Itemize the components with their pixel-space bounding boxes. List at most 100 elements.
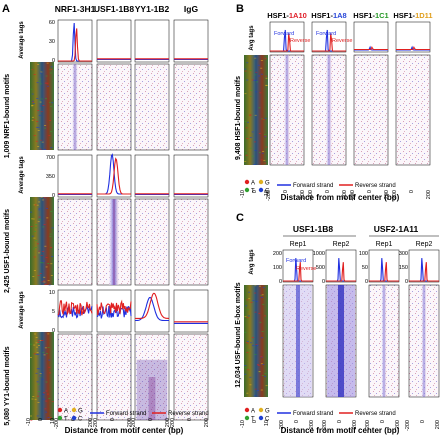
sequence-stripe — [260, 67, 263, 69]
sequence-stripe — [257, 364, 260, 366]
sequence-stripe — [258, 152, 261, 154]
sequence-stripe — [262, 287, 265, 289]
sequence-stripe — [255, 81, 258, 83]
group-header: USF2-1A11 — [374, 224, 419, 234]
heatmap — [134, 333, 170, 421]
sequence-stripe — [50, 275, 53, 276]
sequence-stripe — [39, 105, 42, 107]
sequence-stripe — [46, 85, 49, 87]
sequence-stripe — [46, 208, 49, 209]
legend-dot-c — [71, 415, 77, 421]
sequence-stripe — [37, 130, 40, 131]
sequence-stripe — [30, 88, 33, 90]
column-header: NRF1-3H1 — [55, 4, 96, 14]
legend-label-a: A — [251, 409, 255, 415]
sequence-stripe — [37, 275, 40, 276]
sequence-stripe — [252, 337, 255, 338]
legend-dot-a — [57, 407, 63, 413]
rep-label: Rep1 — [290, 241, 307, 248]
reverse-strand-line — [270, 33, 304, 52]
sequence-stripe — [50, 147, 53, 149]
sequence-stripe — [49, 372, 52, 374]
sequence-stripe — [260, 159, 263, 161]
sequence-stripe — [37, 383, 40, 385]
sequence-stripe — [49, 233, 52, 235]
ytick: 0 — [322, 279, 325, 285]
heatmap — [57, 198, 93, 286]
heatmap — [353, 54, 389, 166]
sequence-stripe — [45, 400, 48, 402]
sequence-stripe — [261, 375, 264, 376]
sequence-stripe — [31, 104, 34, 106]
legend-reverse-label: Reverse strand — [355, 411, 396, 417]
sequence-stripe — [36, 204, 39, 206]
legend-forward-label: Forward strand — [106, 411, 146, 417]
group-header: USF1-1B8 — [293, 224, 333, 234]
sequence-stripe — [252, 345, 255, 347]
heatmap-band — [109, 199, 119, 285]
forward-label: Forward — [274, 31, 294, 37]
sequence-stripe — [35, 224, 38, 225]
panel-c-xlabel: Distance from motif center (bp) — [281, 426, 400, 435]
legend-label-a: A — [64, 409, 68, 415]
column-header-suffix: 1C1 — [375, 11, 389, 20]
heat-x-tick: 0 — [367, 190, 373, 193]
sequence-stripe — [30, 419, 33, 421]
sequence-stripe — [260, 60, 263, 61]
column-header: USF1-1B8 — [94, 4, 134, 14]
sequence-stripe — [51, 401, 54, 403]
sequence-stripe — [254, 388, 257, 390]
heatmap — [173, 63, 209, 151]
sequence-stripe — [265, 146, 268, 148]
sequence-stripe — [254, 285, 257, 287]
sequence-stripe — [30, 415, 33, 417]
sequence-stripe — [248, 298, 251, 300]
sequence-stripe — [36, 368, 39, 370]
sequence-stripe — [37, 402, 40, 403]
column-header: HSF1-1D11 — [393, 11, 432, 20]
ytick: 350 — [46, 174, 55, 180]
sequence-stripe — [258, 312, 261, 314]
column-header: IgG — [184, 4, 199, 14]
sequence-stripe — [247, 121, 250, 123]
panel-b-letter: B — [236, 3, 244, 15]
sequence-stripe — [254, 292, 257, 294]
sequence-stripe — [45, 256, 48, 258]
sequence-stripe — [49, 68, 52, 70]
sequence-stripe — [258, 371, 261, 373]
heatmap-band — [284, 55, 290, 165]
seq-x-tick: -10 — [26, 418, 32, 426]
sequence-stripe — [46, 393, 49, 395]
column-header-suffix: 1D11 — [415, 11, 433, 20]
sequence-stripe — [49, 417, 52, 418]
sequence-stripe — [42, 260, 45, 262]
reverse-strand-line — [283, 262, 313, 282]
sequence-stripe — [44, 245, 47, 247]
sequence-stripe — [244, 93, 247, 95]
legend-dot-a — [244, 179, 250, 185]
sequence-stripe — [46, 62, 49, 64]
heatmap-band — [381, 285, 387, 397]
forward-strand-line — [326, 258, 356, 282]
sequence-stripe — [248, 291, 251, 293]
sequence-stripe — [45, 411, 48, 413]
heat-x-tick: 200 — [426, 190, 432, 199]
sequence-stripe — [35, 353, 38, 355]
reverse-strand-line — [354, 45, 388, 51]
sequence-stripe — [37, 221, 40, 223]
legend-reverse-label: Reverse strand — [355, 183, 396, 189]
column-header-prefix: HSF1- — [353, 11, 375, 20]
heat-x-tick: 200 — [435, 420, 440, 429]
profile-plot — [408, 249, 440, 283]
legend-dot-t — [244, 187, 250, 193]
sequence-stripe — [34, 231, 37, 233]
profile-plot — [173, 19, 209, 63]
heatmap — [134, 198, 170, 286]
sequence-stripe — [47, 263, 50, 264]
sequence-stripe — [45, 266, 48, 268]
sequence-stripe — [46, 82, 49, 84]
sequence-stripe — [30, 343, 33, 345]
heat-x-tick: -200 — [350, 190, 356, 201]
row-label: 12,034 USF-bound E-box motifs — [235, 282, 242, 388]
profile-plot — [368, 249, 400, 283]
